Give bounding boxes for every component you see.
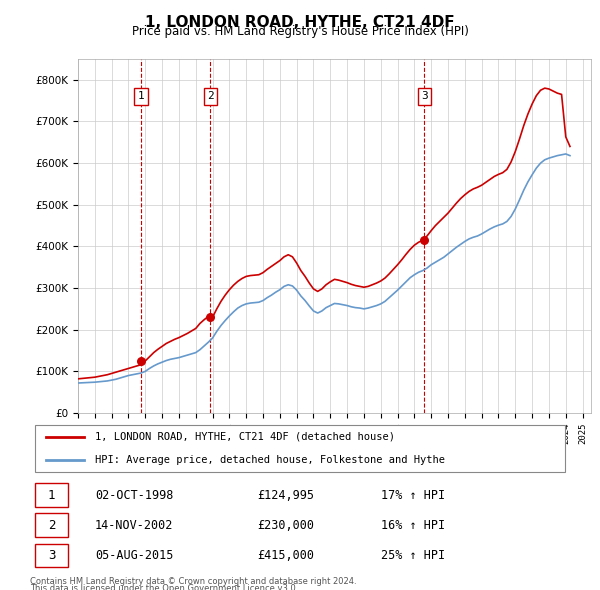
Text: 25% ↑ HPI: 25% ↑ HPI	[381, 549, 445, 562]
Text: 1, LONDON ROAD, HYTHE, CT21 4DF: 1, LONDON ROAD, HYTHE, CT21 4DF	[145, 15, 455, 30]
Point	[206, 313, 215, 322]
Text: 2: 2	[207, 91, 214, 101]
Text: 3: 3	[48, 549, 55, 562]
Text: Price paid vs. HM Land Registry's House Price Index (HPI): Price paid vs. HM Land Registry's House …	[131, 25, 469, 38]
Text: 1: 1	[48, 489, 55, 502]
Text: 14-NOV-2002: 14-NOV-2002	[95, 519, 173, 532]
FancyBboxPatch shape	[35, 543, 68, 568]
Text: £230,000: £230,000	[257, 519, 314, 532]
Text: Contains HM Land Registry data © Crown copyright and database right 2024.: Contains HM Land Registry data © Crown c…	[30, 577, 356, 586]
Text: 17% ↑ HPI: 17% ↑ HPI	[381, 489, 445, 502]
Text: 1: 1	[137, 91, 145, 101]
Text: 02-OCT-1998: 02-OCT-1998	[95, 489, 173, 502]
FancyBboxPatch shape	[35, 425, 565, 472]
Text: 1, LONDON ROAD, HYTHE, CT21 4DF (detached house): 1, LONDON ROAD, HYTHE, CT21 4DF (detache…	[95, 432, 395, 442]
Text: £415,000: £415,000	[257, 549, 314, 562]
Point	[419, 235, 429, 245]
FancyBboxPatch shape	[35, 513, 68, 537]
Point	[136, 356, 146, 366]
Text: 16% ↑ HPI: 16% ↑ HPI	[381, 519, 445, 532]
Text: This data is licensed under the Open Government Licence v3.0.: This data is licensed under the Open Gov…	[30, 584, 298, 590]
Text: 3: 3	[421, 91, 428, 101]
Text: HPI: Average price, detached house, Folkestone and Hythe: HPI: Average price, detached house, Folk…	[95, 455, 445, 465]
Text: 05-AUG-2015: 05-AUG-2015	[95, 549, 173, 562]
FancyBboxPatch shape	[35, 483, 68, 507]
Text: 2: 2	[48, 519, 55, 532]
Text: £124,995: £124,995	[257, 489, 314, 502]
